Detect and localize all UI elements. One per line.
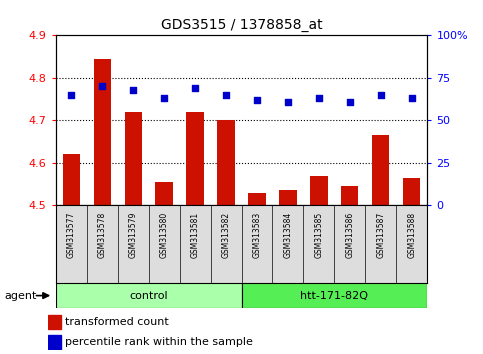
FancyBboxPatch shape xyxy=(242,283,427,308)
Point xyxy=(408,96,416,101)
Text: GSM313586: GSM313586 xyxy=(345,212,355,258)
Text: GSM313585: GSM313585 xyxy=(314,212,324,258)
Bar xyxy=(62,154,80,205)
Point xyxy=(160,96,168,101)
Text: agent: agent xyxy=(5,291,37,301)
Text: GSM313582: GSM313582 xyxy=(222,212,230,258)
Text: GSM313588: GSM313588 xyxy=(408,212,416,258)
Text: GSM313579: GSM313579 xyxy=(128,212,138,258)
Text: GSM313584: GSM313584 xyxy=(284,212,293,258)
Point xyxy=(129,87,137,93)
Bar xyxy=(280,190,297,205)
Text: GSM313587: GSM313587 xyxy=(376,212,385,258)
Text: htt-171-82Q: htt-171-82Q xyxy=(300,291,369,301)
Point xyxy=(98,84,106,89)
Bar xyxy=(372,135,389,205)
Text: GSM313583: GSM313583 xyxy=(253,212,261,258)
Point xyxy=(222,92,230,98)
Bar xyxy=(341,186,358,205)
Text: transformed count: transformed count xyxy=(65,318,169,327)
Point xyxy=(253,97,261,103)
Text: GSM313578: GSM313578 xyxy=(98,212,107,258)
Bar xyxy=(186,112,203,205)
Bar xyxy=(403,178,421,205)
Point xyxy=(191,85,199,91)
Bar xyxy=(94,59,111,205)
Point xyxy=(346,99,354,104)
Text: percentile rank within the sample: percentile rank within the sample xyxy=(65,337,253,347)
Bar xyxy=(125,112,142,205)
Bar xyxy=(217,120,235,205)
Bar xyxy=(248,193,266,205)
Point xyxy=(315,96,323,101)
Bar xyxy=(48,315,61,329)
Text: GSM313580: GSM313580 xyxy=(159,212,169,258)
Text: GDS3515 / 1378858_at: GDS3515 / 1378858_at xyxy=(161,18,322,32)
Text: GSM313581: GSM313581 xyxy=(190,212,199,258)
Bar xyxy=(311,176,327,205)
Bar xyxy=(48,335,61,348)
Text: control: control xyxy=(129,291,168,301)
Point xyxy=(67,92,75,98)
Point xyxy=(284,99,292,104)
Point xyxy=(377,92,385,98)
FancyBboxPatch shape xyxy=(56,283,242,308)
Text: GSM313577: GSM313577 xyxy=(67,212,75,258)
Bar xyxy=(156,182,172,205)
